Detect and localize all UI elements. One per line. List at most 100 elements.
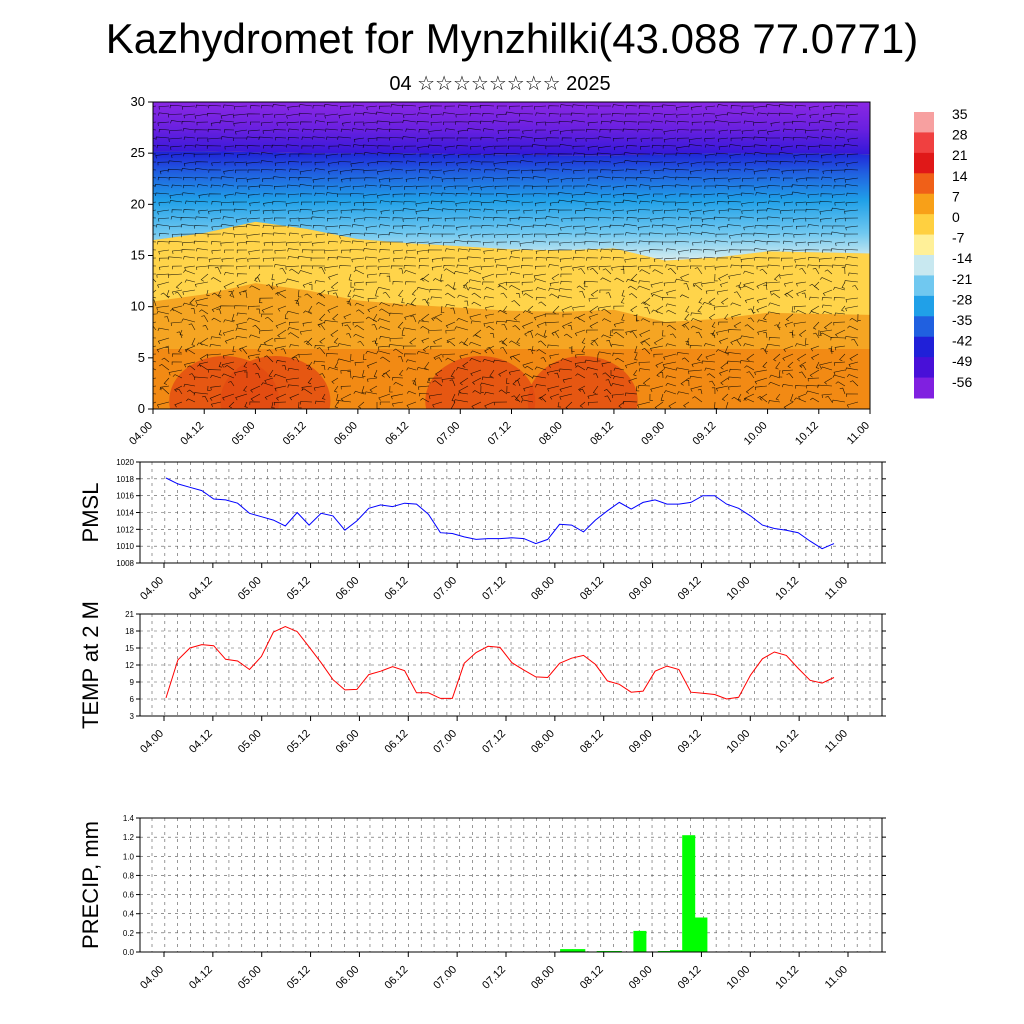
wind-barb [598, 265, 612, 270]
wind-barb [612, 137, 625, 142]
colorbar-swatch [914, 112, 934, 133]
colorbar-label: 21 [952, 147, 968, 163]
wind-barb [263, 217, 274, 222]
wind-barb [331, 377, 339, 384]
wind-barb [794, 209, 806, 213]
wind-barb [599, 289, 611, 293]
wind-barb [397, 356, 404, 363]
wind-barb [625, 184, 638, 189]
wind-barb [235, 393, 248, 401]
wind-barb [820, 153, 833, 159]
wind-barb [701, 360, 716, 364]
wind-barb [663, 366, 677, 371]
wind-barb [508, 340, 521, 347]
wind-barb [584, 160, 599, 165]
wind-barb [740, 192, 755, 196]
wind-barb [242, 291, 248, 299]
wind-barb [431, 176, 443, 180]
wind-barb [484, 345, 495, 354]
wind-barb [628, 293, 638, 299]
wind-barb [688, 176, 703, 181]
wind-barb [481, 376, 495, 381]
wind-barb [523, 373, 534, 379]
wind-barb [730, 337, 742, 345]
wind-barb [303, 310, 313, 315]
wind-barb [663, 281, 677, 287]
wind-barb [779, 273, 794, 279]
wind-barb [189, 373, 196, 379]
wind-barb [637, 401, 651, 408]
wind-barb [389, 137, 404, 141]
wind-barb [572, 177, 586, 182]
wind-barb [639, 249, 651, 255]
wind-barb [377, 160, 391, 165]
wind-barb [560, 177, 573, 183]
wind-barb [181, 233, 196, 238]
wind-barb [444, 105, 456, 110]
wind-barb [336, 256, 352, 260]
wind-barb [509, 105, 521, 110]
wind-barb [766, 208, 781, 212]
wind-barb [222, 184, 235, 188]
wind-barb [822, 105, 833, 111]
wind-barb [406, 401, 417, 408]
wind-barb [763, 284, 768, 291]
wind-barb [210, 336, 222, 340]
wind-barb [156, 311, 170, 315]
wind-barb [354, 281, 365, 286]
wind-barb [325, 225, 339, 230]
wind-barb [559, 385, 573, 393]
wind-barb [492, 120, 508, 124]
wind-barb [626, 279, 638, 283]
wind-barb [822, 249, 833, 253]
wind-barb [748, 308, 755, 315]
wind-barb [312, 105, 326, 109]
wind-barb [185, 398, 196, 403]
wind-barb [506, 265, 521, 271]
wind-barb [261, 105, 274, 109]
wind-barb [835, 161, 846, 167]
wind-barb [737, 393, 742, 401]
wind-barb [807, 160, 820, 164]
wind-barb [273, 225, 287, 230]
wind-barb [559, 241, 573, 247]
wind-barb [272, 201, 287, 205]
wind-barb [710, 332, 716, 339]
wind-barb [720, 297, 729, 305]
wind-barb [689, 249, 703, 253]
wind-barb [626, 145, 638, 149]
wind-barb [388, 344, 404, 348]
wind-barb [727, 360, 742, 365]
wind-barb [164, 316, 170, 323]
wind-barb [445, 329, 456, 334]
wind-barb [457, 392, 469, 396]
wind-barb [767, 264, 781, 268]
wind-barb [260, 169, 274, 173]
wind-barb [650, 177, 664, 182]
wind-barb [300, 329, 313, 335]
cross-y-tick-label: 20 [131, 196, 145, 211]
wind-barb [302, 281, 313, 288]
wind-barb [561, 305, 573, 313]
wind-barb [291, 353, 300, 361]
wind-barb [527, 348, 534, 355]
wind-barb [324, 249, 339, 254]
wind-barb [833, 286, 846, 291]
wind-barb [327, 256, 339, 261]
wind-barb [740, 335, 755, 339]
wind-barb [196, 303, 209, 308]
wind-barb [412, 377, 417, 385]
wind-barb [286, 184, 300, 189]
wind-barb [638, 105, 651, 109]
wind-barb [218, 361, 223, 368]
wind-barb [168, 113, 183, 118]
wind-barb [783, 177, 794, 182]
wind-barb [822, 113, 833, 119]
wind-barb [332, 292, 339, 299]
wind-barb [531, 169, 547, 174]
wind-barb [222, 393, 235, 401]
wind-barb [250, 385, 261, 393]
wind-barb [343, 313, 352, 320]
wind-barb [559, 143, 573, 148]
